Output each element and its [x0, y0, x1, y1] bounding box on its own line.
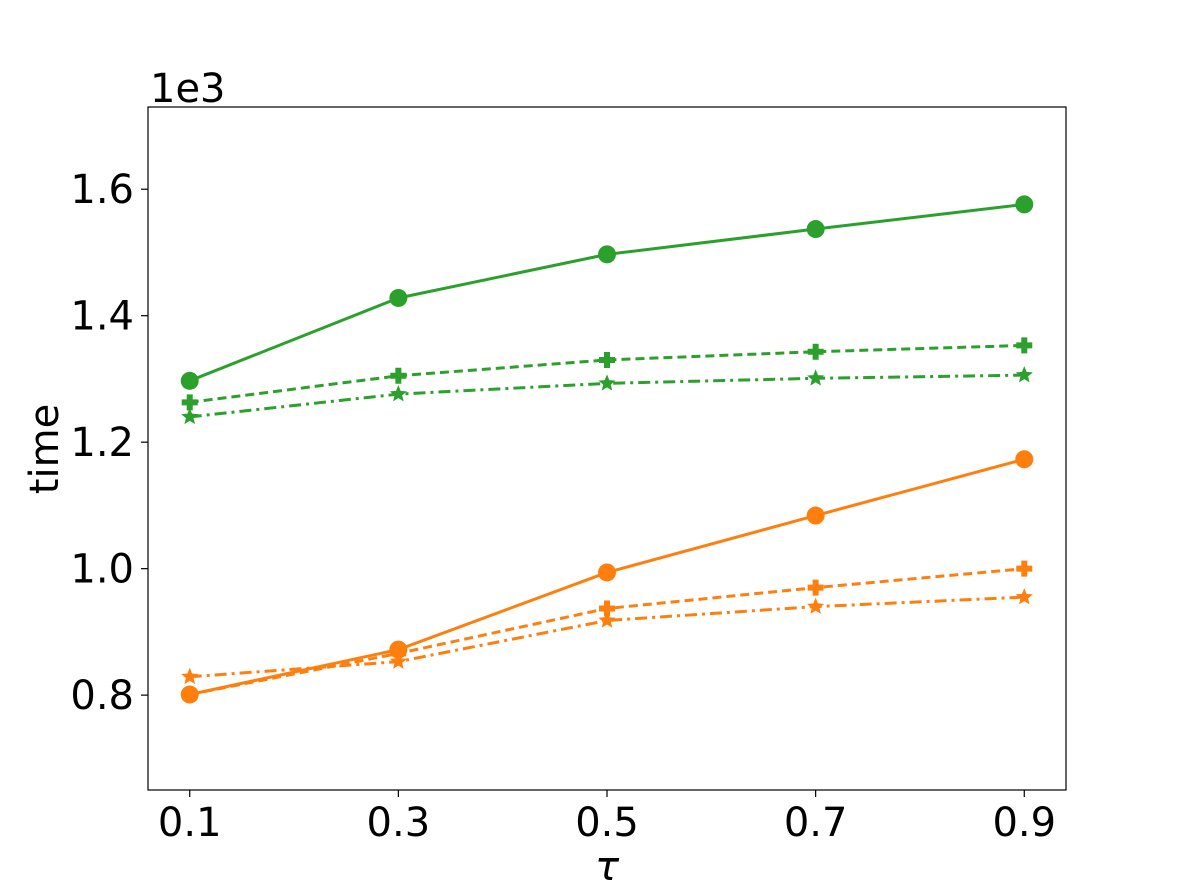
x-tick-label: 0.9 — [992, 800, 1056, 846]
data-point-marker — [807, 579, 824, 596]
y-tick-label: 1.4 — [70, 294, 134, 340]
data-point-marker — [180, 371, 199, 390]
plot-frame — [147, 106, 1067, 791]
data-point-marker — [1016, 337, 1033, 354]
y-tick-label: 1.6 — [70, 167, 134, 213]
data-point-marker — [806, 506, 825, 525]
data-point-marker — [390, 367, 407, 384]
x-tick-label: 0.1 — [158, 800, 222, 846]
data-point-marker — [807, 597, 825, 614]
data-point-marker — [181, 667, 199, 685]
data-point-marker — [1015, 450, 1034, 469]
y-axis-label: time — [22, 404, 68, 494]
ticks-layer: 0.1 0.3 0.5 0.7 0.9 0.8 1.0 1.2 1.4 1.6 — [70, 167, 1056, 846]
series-layer — [180, 195, 1034, 704]
data-point-marker — [1016, 560, 1033, 577]
series-line — [189, 595, 1025, 679]
series-2 — [181, 337, 1033, 411]
data-point-marker — [181, 394, 198, 411]
data-point-marker — [1015, 366, 1033, 383]
series-1 — [180, 195, 1034, 390]
data-point-marker — [599, 351, 615, 368]
series-line — [189, 567, 1025, 696]
x-tick-label: 0.7 — [784, 800, 848, 846]
data-point-marker — [598, 374, 616, 391]
series-line — [189, 343, 1025, 404]
data-point-marker — [599, 600, 615, 617]
data-point-marker — [598, 611, 616, 628]
x-tick-label: 0.3 — [367, 800, 431, 846]
series-6 — [181, 588, 1033, 685]
y-tick-label: 1.2 — [70, 420, 134, 466]
data-point-marker — [598, 563, 616, 582]
data-point-marker — [807, 343, 824, 360]
x-tick-label: 0.5 — [575, 800, 639, 846]
data-point-marker — [1015, 195, 1034, 214]
x-axis-label: τ — [595, 844, 620, 888]
y-offset-label: 1e3 — [150, 66, 226, 112]
series-5 — [181, 560, 1033, 703]
y-tick-label: 0.8 — [70, 673, 134, 719]
y-tick-label: 1.0 — [70, 547, 134, 593]
data-point-marker — [598, 245, 616, 264]
data-point-marker — [181, 407, 199, 425]
data-point-marker — [389, 385, 407, 402]
data-point-marker — [806, 220, 825, 239]
series-4 — [180, 450, 1034, 704]
series-3 — [181, 366, 1033, 425]
data-point-marker — [389, 652, 407, 669]
data-point-marker — [807, 369, 825, 386]
data-point-marker — [181, 686, 198, 703]
data-point-marker — [389, 288, 408, 307]
data-point-marker — [1015, 588, 1033, 605]
